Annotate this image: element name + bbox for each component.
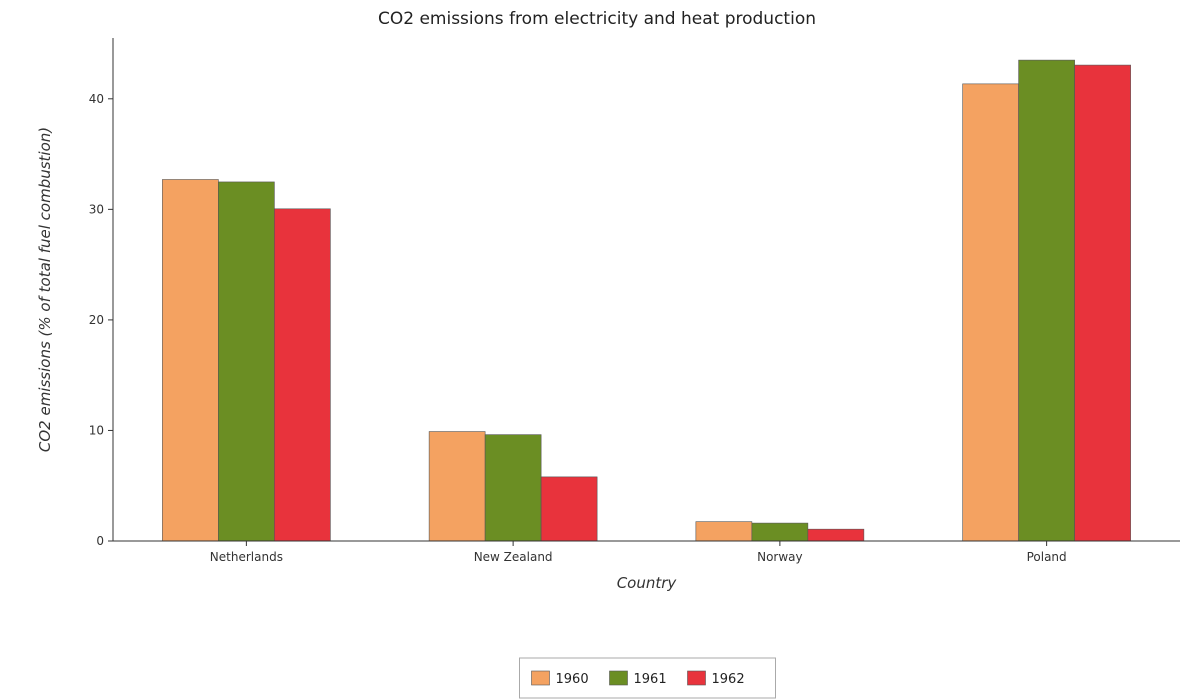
y-tick-label: 0	[96, 534, 104, 548]
x-tick-label: Netherlands	[210, 550, 283, 564]
legend-swatch-1962	[687, 670, 706, 686]
bar-poland-1962	[1074, 64, 1131, 542]
bar-netherlands-1962	[274, 208, 331, 542]
bar-norway-1960	[695, 521, 753, 542]
bar-new-zealand-1962	[540, 476, 598, 542]
x-tick-label: Poland	[1027, 550, 1067, 564]
bar-new-zealand-1960	[428, 431, 486, 542]
legend-swatch-1960	[531, 670, 550, 686]
bar-netherlands-1961	[218, 181, 275, 542]
legend-label-1962: 1962	[712, 672, 745, 687]
legend-swatch-1961	[609, 670, 628, 686]
y-tick-label: 10	[89, 423, 104, 437]
y-tick-label: 30	[89, 202, 104, 216]
legend-label-1961: 1961	[634, 672, 667, 687]
bar-poland-1961	[1018, 59, 1075, 542]
chart-title: CO2 emissions from electricity and heat …	[378, 9, 816, 29]
plot-area	[162, 59, 1131, 542]
bar-norway-1962	[807, 528, 865, 542]
legend-label-1960: 1960	[556, 672, 589, 687]
bar-poland-1960	[962, 83, 1019, 542]
x-tick-label: Norway	[757, 550, 803, 564]
y-tick-label: 20	[89, 313, 104, 327]
x-axis-label: Country	[617, 574, 678, 592]
bar-new-zealand-1961	[484, 434, 542, 542]
legend-box	[519, 657, 776, 699]
legend: 1960 1961 1962	[519, 657, 776, 699]
y-tick-label: 40	[89, 92, 104, 106]
x-axis-ticks: Netherlands New Zealand Norway Poland	[210, 541, 1067, 564]
y-axis-label: CO2 emissions (% of total fuel combustio…	[36, 127, 54, 452]
bar-norway-1961	[751, 522, 809, 542]
y-axis-ticks: 0 10 20 30 40	[89, 92, 113, 548]
bar-netherlands-1960	[162, 179, 219, 542]
x-tick-label: New Zealand	[474, 550, 553, 564]
